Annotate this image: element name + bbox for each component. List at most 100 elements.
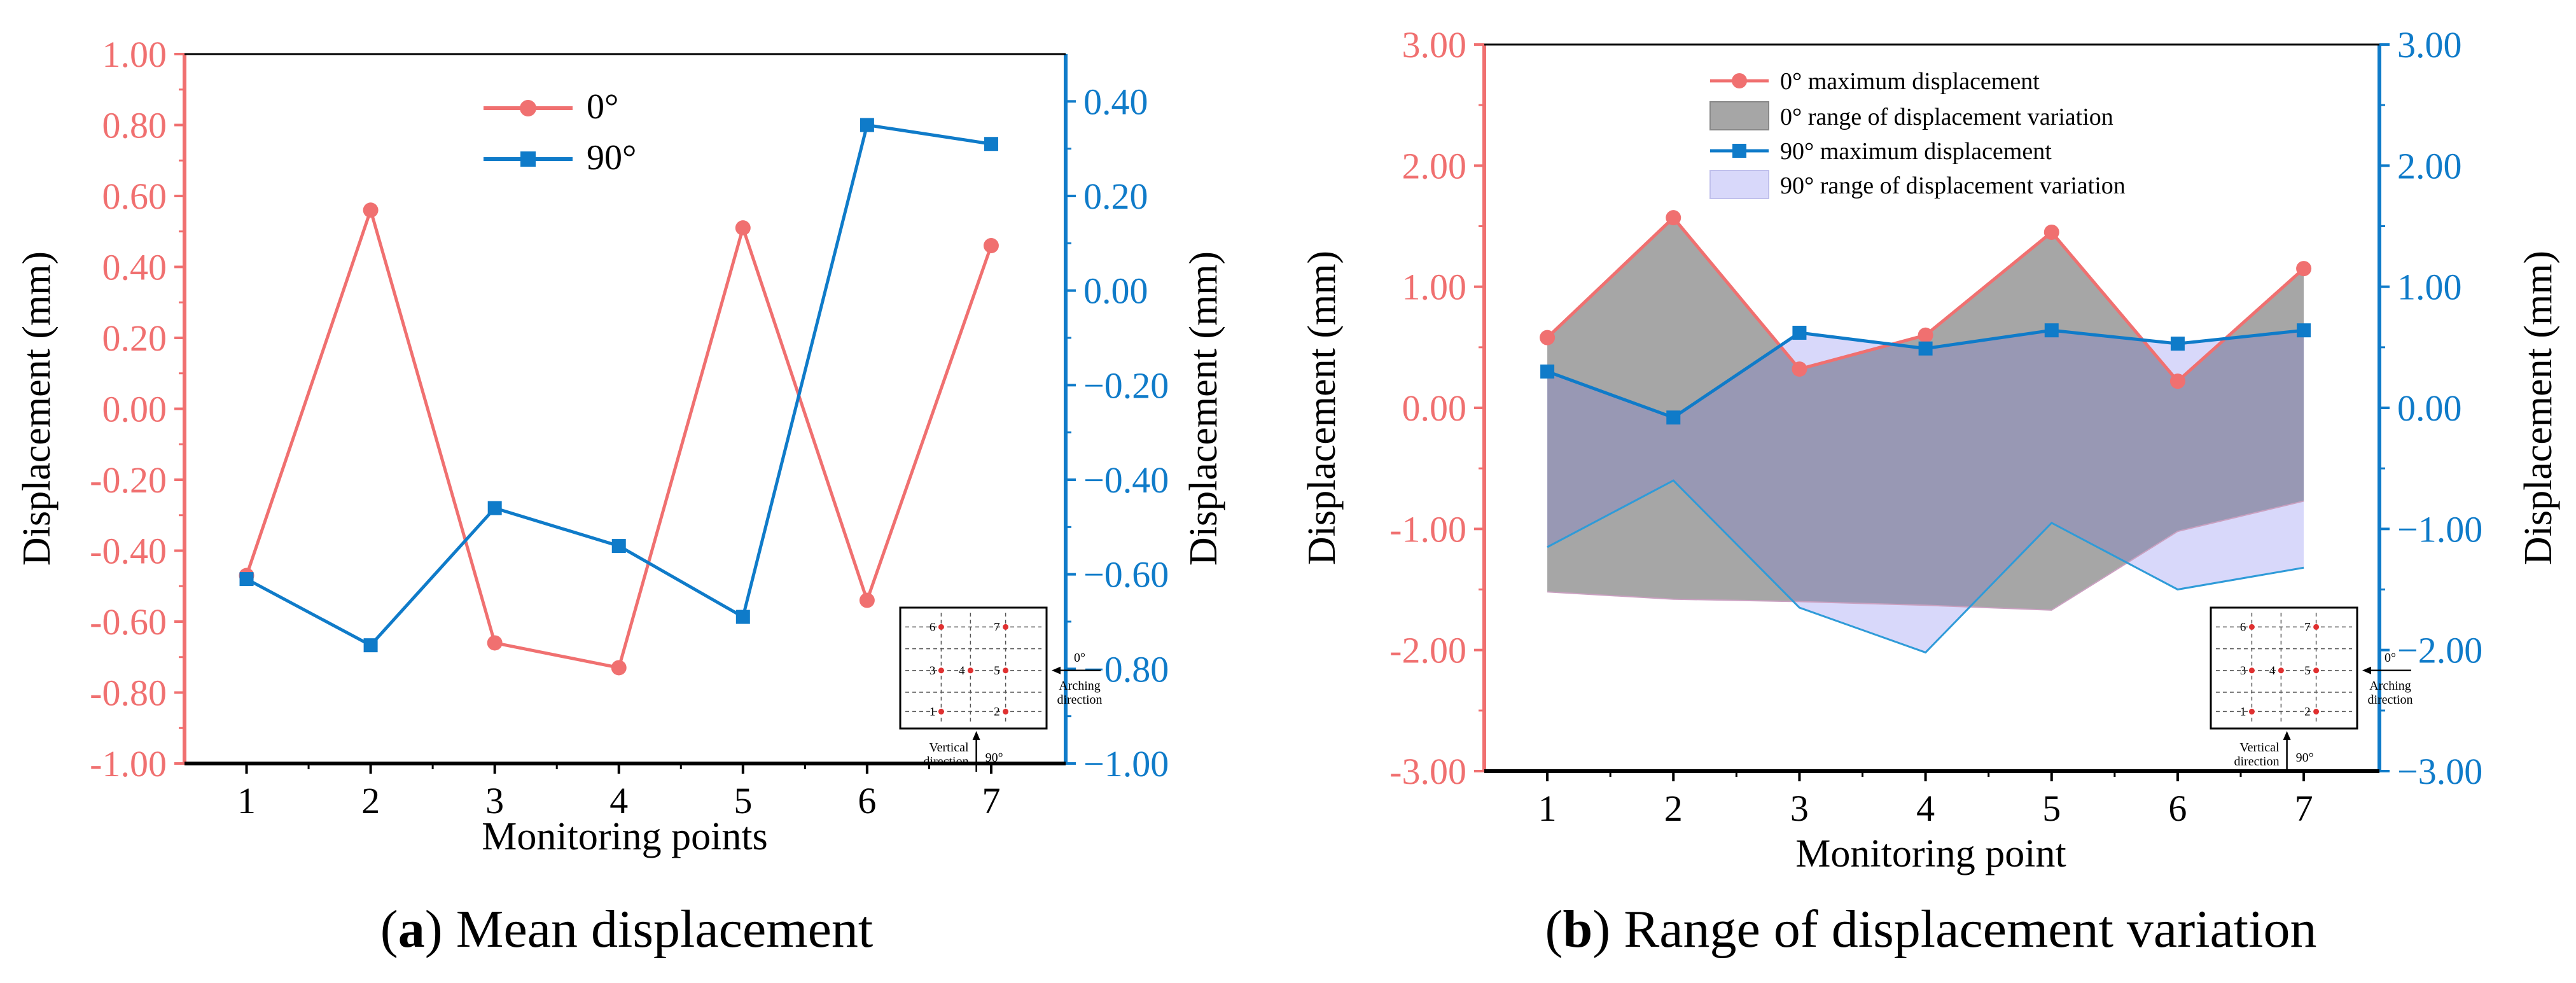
y-right-tick-label: 0.00	[2397, 387, 2462, 429]
series-0deg-point	[611, 660, 627, 676]
panel-b-caption-letter: b	[1563, 900, 1593, 959]
y-left-tick-label: 1.00	[1402, 267, 1467, 308]
y-left-tick-label: 2.00	[1402, 145, 1467, 186]
inset-point	[2248, 708, 2255, 715]
legend-swatch-90deg-range	[1709, 170, 1769, 199]
series-0deg-max-point	[1540, 330, 1556, 345]
legend-label-0deg: 0°	[587, 87, 618, 127]
inset-label-vertical: Vertical	[929, 741, 969, 755]
series-0deg-max-point	[1666, 210, 1681, 226]
x-tick-label: 2	[361, 780, 380, 821]
x-tick-label: 3	[1790, 788, 1809, 829]
y-left-tick-label: 0.60	[102, 176, 167, 217]
inset-point-label: 1	[929, 705, 936, 718]
series-90deg-point	[611, 539, 626, 554]
inset-point-label: 3	[2240, 664, 2246, 678]
inset-point	[938, 624, 944, 630]
y-left-tick-label: 0.80	[102, 105, 167, 146]
y-right-tick-label: 0.20	[1083, 176, 1148, 217]
y-left-tick-label: 0.20	[102, 317, 167, 359]
series-90deg-max-point	[2044, 323, 2059, 338]
inset-point	[2313, 667, 2320, 674]
inset-label-0: 0°	[1074, 651, 1085, 665]
inset-point-label: 7	[2304, 620, 2311, 634]
inset-point	[1003, 667, 1009, 674]
y-left-tick-label: -0.80	[90, 673, 167, 714]
inset-arrow-0-head	[2362, 666, 2371, 674]
y-left-tick-label: -3.00	[1389, 751, 1466, 792]
series-90deg-max-point	[1666, 410, 1681, 425]
panel-a: 1 2 3 4 5 6 7 1.00 0.80 0.60 0.40 0.20 0.00 -0.20 -0.4…	[15, 34, 1225, 959]
panel-b-caption-open: (	[1545, 900, 1563, 959]
series-0deg-point	[487, 635, 503, 651]
inset-point-label: 2	[994, 705, 1000, 718]
inset-arrow-90-head	[972, 731, 980, 740]
legend-marker-0deg	[520, 100, 536, 116]
panel-b-caption-text: ) Range of displacement variation	[1592, 900, 2316, 959]
series-90deg-max-point	[1918, 341, 1933, 356]
series-90deg-max-point	[1792, 325, 1807, 340]
series-90deg-point	[487, 501, 502, 515]
panel-a-series	[239, 118, 999, 676]
inset-point	[1003, 624, 1009, 630]
inset-point-label: 5	[2304, 664, 2311, 678]
panel-b-xlabel: Monitoring point	[1795, 832, 2066, 875]
x-tick-label: 3	[485, 780, 504, 821]
y-right-tick-label: 0.00	[1083, 270, 1148, 312]
band-overlap	[1547, 330, 2304, 610]
series-90deg-point	[984, 137, 998, 151]
inset-point-label: 7	[994, 620, 1000, 634]
inset-point	[938, 708, 944, 715]
y-right-tick-label: −0.40	[1083, 459, 1169, 501]
y-left-tick-label: 0.40	[102, 247, 167, 288]
inset-point-label: 5	[994, 664, 1000, 678]
panel-b-series	[1540, 210, 2312, 425]
y-right-tick-label: −1.00	[2397, 508, 2482, 550]
series-90deg-max-point	[2170, 337, 2185, 351]
y-left-tick-label: -0.40	[90, 531, 167, 572]
inset-point-label: 1	[2240, 705, 2246, 718]
inset-label-direction: direction	[1057, 693, 1102, 707]
y-right-tick-label: −0.60	[1083, 554, 1169, 596]
series-90deg-point	[363, 638, 378, 653]
y-left-tick-label: -0.20	[90, 459, 167, 501]
inset-point	[2313, 624, 2320, 630]
x-tick-label: 2	[1664, 788, 1683, 829]
inset-frame	[899, 606, 1048, 730]
inset-label-0: 0°	[2385, 651, 2396, 665]
legend-marker-0deg-max	[1732, 73, 1747, 88]
x-tick-label: 1	[1538, 788, 1557, 829]
y-right-tick-label: −1.00	[1083, 743, 1169, 784]
series-90deg-point	[735, 610, 750, 624]
y-right-tick-label: 1.00	[2397, 267, 2462, 308]
y-left-tick-label: -1.00	[1389, 508, 1466, 550]
legend-label-90deg-max: 90° maximum displacement	[1780, 138, 2052, 165]
inset-point	[938, 667, 944, 674]
inset-point	[1003, 708, 1009, 715]
y-left-tick-label: 3.00	[1402, 24, 1467, 66]
inset-point	[2248, 667, 2255, 674]
y-right-tick-label: −0.20	[1083, 365, 1169, 406]
inset-point-label: 6	[929, 620, 936, 634]
legend-label-90deg: 90°	[587, 138, 636, 178]
panel-a-ylabel-left: Displacement (mm)	[15, 251, 59, 566]
inset-label-arching: Arching	[1059, 679, 1101, 693]
inset-point-label: 2	[2304, 705, 2311, 718]
inset-label-arching: Arching	[2369, 679, 2411, 693]
x-tick-label: 5	[2042, 788, 2061, 829]
y-right-tick-label: 0.40	[1083, 81, 1148, 122]
inset-label-90: 90°	[985, 751, 1003, 765]
series-90deg-point	[860, 118, 874, 132]
panel-a-ticks: 1 2 3 4 5 6 7 1.00 0.80 0.60 0.40 0.20 0.00 -0.20 -0.4…	[90, 34, 1169, 821]
panel-b-bands	[1547, 218, 2304, 654]
x-tick-label: 7	[982, 780, 1000, 821]
x-tick-label: 6	[858, 780, 876, 821]
inset-point	[2248, 624, 2255, 630]
y-right-tick-label: 2.00	[2397, 145, 2462, 186]
y-right-tick-label: 3.00	[2397, 24, 2462, 66]
y-right-tick-label: −3.00	[2397, 751, 2482, 792]
legend-label-0deg-max: 0° maximum displacement	[1780, 68, 2040, 95]
series-0deg-max-point	[1792, 361, 1807, 377]
y-left-tick-label: 1.00	[102, 34, 167, 75]
band-0deg-lower-edge	[1547, 500, 2304, 611]
